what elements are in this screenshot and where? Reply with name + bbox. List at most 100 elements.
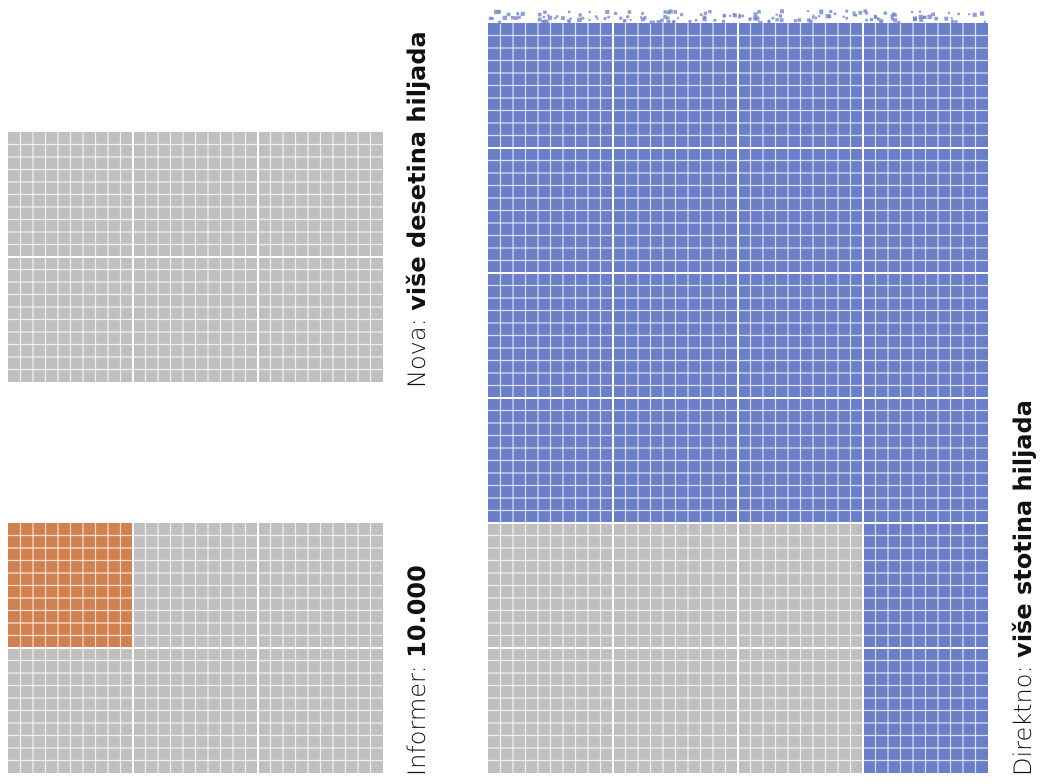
direktno-overflow-square <box>653 20 656 23</box>
direktno-overflow-square <box>919 17 924 22</box>
direktno-overflow-square <box>890 17 894 21</box>
direktno-overflow-square <box>721 19 725 23</box>
direktno-overflow-square <box>656 20 661 25</box>
direktno-overflow-square <box>758 20 763 26</box>
direktno-overflow-square <box>854 13 858 17</box>
direktno-overflow-square <box>950 17 953 20</box>
direktno-overflow-square <box>516 12 519 15</box>
direktno-overflow-square <box>852 11 856 15</box>
direktno-overflow-square <box>880 19 884 23</box>
direktno-overflow-square <box>852 13 856 17</box>
direktno-overflow-square <box>708 10 712 14</box>
direktno-overflow-square <box>779 9 785 14</box>
direktno-overflow-square <box>502 15 508 21</box>
direktno-overflow-square <box>918 14 923 20</box>
direktno-overflow-square <box>605 9 610 15</box>
direktno-overflow-square <box>488 16 493 21</box>
direktno-overflow-square <box>676 17 679 20</box>
informer-label: Informer: 10.000 <box>402 565 432 776</box>
direktno-overflow-square <box>748 17 752 21</box>
direktno-overflow-square <box>649 20 654 25</box>
direktno-overflow-square <box>775 13 778 16</box>
direktno-overflow-square <box>957 12 960 16</box>
direktno-overflow-square <box>566 19 570 22</box>
direktno-overflow-square <box>951 19 955 23</box>
direktno-overflow-square <box>542 15 546 19</box>
direktno-overflow-square <box>537 12 542 17</box>
direktno-overflow-square <box>490 17 494 21</box>
direktno-overflow-square <box>663 10 667 14</box>
direktno-overflow-square <box>927 14 932 20</box>
direktno-overflow-square <box>694 18 698 22</box>
direktno-overflow-square <box>817 15 821 18</box>
direktno-overflow-square <box>814 16 818 20</box>
direktno-overflow-square <box>578 13 582 17</box>
direktno-overflow-square <box>520 11 525 16</box>
direktno-separator: : <box>1009 657 1037 674</box>
direktno-overflow-square <box>923 15 927 20</box>
direktno-overflow-square <box>845 16 849 20</box>
direktno-overflow-square <box>820 12 823 15</box>
nova-name: Nova <box>403 326 431 388</box>
direktno-overflow-square <box>897 20 901 25</box>
direktno-overflow-square <box>729 14 732 17</box>
direktno-overflow-square <box>778 14 783 18</box>
direktno-overflow-square <box>892 12 896 16</box>
direktno-overflow-square <box>738 15 742 19</box>
direktno-overflow-square <box>560 16 565 21</box>
direktno-overflow-square <box>666 16 670 20</box>
direktno-overflow-square <box>845 9 849 13</box>
direktno-overflow-square <box>858 10 863 15</box>
direktno-overflow-square <box>672 20 675 24</box>
direktno-overflow-square <box>510 15 515 20</box>
direktno-overflow-square <box>688 19 692 23</box>
direktno-overflow-square <box>757 9 761 14</box>
direktno-overflow-square <box>673 10 678 14</box>
direktno-overflow-square <box>944 16 949 21</box>
direktno-overflow-square <box>627 10 632 14</box>
direktno-overflow-square <box>890 14 894 18</box>
direktno-overflow-square <box>738 13 741 16</box>
direktno-overflow-square <box>893 18 898 23</box>
direktno-overflow-square <box>554 17 557 20</box>
direktno-overflow-square <box>806 10 810 13</box>
direktno-overflow-square <box>506 12 511 17</box>
direktno-overflow-square <box>547 14 550 17</box>
direktno-overflow-square <box>874 15 877 18</box>
direktno-overflow-square <box>954 20 958 24</box>
direktno-overflow-square <box>541 19 546 25</box>
direktno-overflow-square <box>668 9 673 14</box>
direktno-overflow-square <box>514 16 518 20</box>
direktno-overflow-square <box>666 10 671 15</box>
direktno-overflow-square <box>910 10 914 14</box>
direktno-overflow-square <box>623 19 627 23</box>
direktno-overflow-square <box>547 15 553 20</box>
direktno-overflow-square <box>702 16 707 22</box>
direktno-overflow-square <box>842 15 845 18</box>
direktno-overflow-square <box>827 14 832 18</box>
direktno-overflow-square <box>596 17 599 20</box>
direktno-ragged-top <box>488 9 986 26</box>
direktno-overflow-square <box>775 18 779 22</box>
direktno-overflow-square <box>913 16 918 21</box>
direktno-overflow-square <box>879 20 884 25</box>
direktno-overflow-square <box>732 13 736 16</box>
direktno-overflow-square <box>641 12 644 15</box>
direktno-overflow-square <box>812 14 815 17</box>
direktno-overflow-square <box>883 11 888 15</box>
nova-panel <box>8 132 383 382</box>
direktno-overflow-square <box>680 13 684 17</box>
direktno-overflow-square <box>577 17 582 23</box>
direktno-value: više stotina hiljada <box>1009 400 1037 658</box>
direktno-overflow-square <box>947 11 951 15</box>
direktno-overflow-square <box>567 10 571 14</box>
direktno-overflow-square <box>643 16 647 20</box>
direktno-overflow-square <box>640 16 643 19</box>
direktno-overflow-square <box>722 13 726 17</box>
direktno-overflow-square <box>543 10 547 15</box>
direktno-overflow-square <box>865 18 868 22</box>
direktno-overflow-square <box>619 16 623 20</box>
nova-value: više desetina hiljada <box>403 31 431 311</box>
